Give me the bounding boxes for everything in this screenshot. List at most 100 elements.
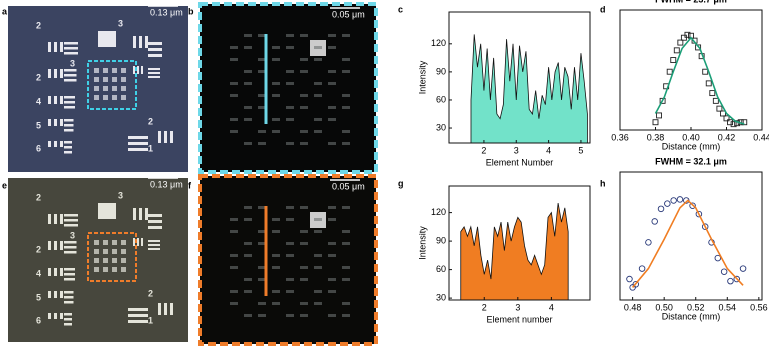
- x-tick-label: 2: [481, 145, 486, 155]
- zoom-bar: [272, 58, 280, 61]
- zoom-bar: [314, 290, 322, 293]
- zoom-bar: [342, 314, 350, 317]
- target-bar: [60, 42, 63, 52]
- target-number: 1: [148, 143, 153, 153]
- target-bar: [139, 36, 142, 48]
- data-point: [720, 268, 728, 275]
- target-bar: [148, 244, 160, 246]
- target-bar: [54, 119, 57, 126]
- zoom-bar: [272, 46, 280, 49]
- target-bar: [60, 96, 63, 104]
- y-tick-label: 60: [436, 264, 446, 274]
- data-point: [677, 39, 684, 46]
- target-bar: [94, 68, 99, 73]
- target-bar: [64, 119, 74, 122]
- target-bar: [64, 96, 75, 99]
- zoom-bar: [244, 142, 252, 145]
- target-bar: [60, 291, 63, 298]
- target-bar: [112, 240, 117, 245]
- zoom-bar: [328, 118, 336, 121]
- y-tick-label: 30: [436, 122, 446, 132]
- target-bar: [64, 301, 74, 304]
- data-point: [727, 277, 734, 285]
- zoom-bar: [342, 278, 350, 281]
- zoom-bar: [230, 94, 238, 97]
- zoom-bar: [300, 230, 308, 233]
- zoom-bar: [314, 266, 322, 269]
- target-bar: [148, 226, 162, 229]
- target-bar: [170, 131, 173, 143]
- zoom-bar: [342, 302, 350, 305]
- target-bar: [60, 119, 63, 126]
- zoom-bar: [286, 70, 294, 73]
- zoom-bar: [286, 142, 294, 145]
- data-point: [676, 196, 684, 203]
- x-tick-label: 0.56: [750, 302, 768, 312]
- target-bar: [64, 74, 77, 77]
- target-bar: [64, 146, 72, 149]
- zoom-bar: [272, 82, 280, 85]
- target-bar: [54, 96, 57, 104]
- zoom-bar: [286, 82, 294, 85]
- target-bar: [48, 241, 51, 250]
- data-point: [638, 265, 646, 272]
- target-bar: [64, 273, 75, 276]
- zoom-bar: [258, 94, 266, 97]
- zoom-bar: [286, 314, 294, 317]
- zoom-bar: [258, 266, 266, 269]
- zoom-bar: [342, 106, 350, 109]
- x-tick-label: 0.36: [611, 132, 629, 142]
- zoom-bar: [328, 70, 336, 73]
- target-bar: [64, 318, 72, 321]
- target-bar: [148, 42, 162, 45]
- target-bar: [64, 291, 74, 294]
- zoom-bar: [272, 254, 280, 257]
- zoom-bar: [314, 94, 322, 97]
- target-bar: [64, 268, 75, 271]
- zoom-bar: [230, 46, 238, 49]
- target-bar: [54, 241, 57, 250]
- target-number: 3: [118, 18, 123, 28]
- data-point: [730, 121, 737, 128]
- zoom-bar: [230, 290, 238, 293]
- zoom-bar: [328, 206, 336, 209]
- target-bar: [64, 219, 78, 222]
- target-bar: [121, 240, 126, 245]
- x-tick-label: 4: [549, 302, 554, 312]
- zoom-bar: [286, 118, 294, 121]
- zoom-bar: [230, 58, 238, 61]
- scale-label: 0.13 μm: [150, 179, 183, 189]
- zoom-bar: [314, 230, 322, 233]
- target-bar: [148, 248, 160, 250]
- zoom-bar: [244, 278, 252, 281]
- zoom-bar: [300, 266, 308, 269]
- x-tick-label: 2: [482, 302, 487, 312]
- data-point: [683, 197, 690, 204]
- target-bar: [64, 313, 72, 316]
- target-bar: [148, 54, 162, 57]
- panel-label: d: [600, 4, 606, 14]
- zoom-bar: [300, 34, 308, 37]
- target-number: 3: [118, 190, 123, 200]
- target-bar: [54, 313, 57, 319]
- zoom-bar: [286, 278, 294, 281]
- y-tick-label: 90: [436, 235, 446, 245]
- target-bar: [64, 251, 77, 254]
- data-point: [651, 218, 658, 225]
- x-tick-label: 0.44: [753, 132, 769, 142]
- target-bar: [64, 278, 75, 281]
- zoom-bar: [328, 314, 336, 317]
- target-bar: [103, 77, 108, 82]
- data-point: [727, 119, 733, 126]
- target-number: 1: [148, 315, 153, 325]
- zoom-bar: [258, 34, 266, 37]
- target-number: 3: [70, 230, 75, 240]
- data-point: [652, 119, 659, 126]
- x-tick-label: 0.48: [624, 302, 642, 312]
- target-number: 6: [36, 143, 41, 153]
- zoom-bar: [286, 46, 294, 49]
- zoom-bar: [272, 230, 280, 233]
- zoom-bar: [314, 82, 322, 85]
- target-bar: [64, 246, 77, 249]
